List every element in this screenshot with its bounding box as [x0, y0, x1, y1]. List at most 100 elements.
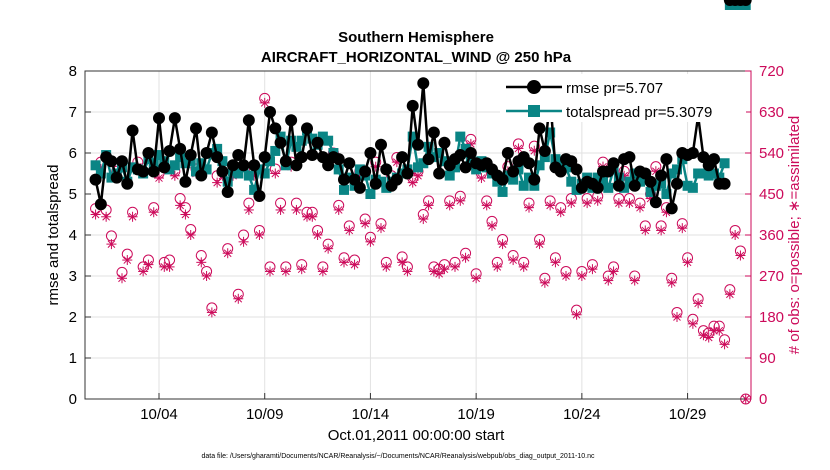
obs-assimilated-stroke — [678, 224, 687, 233]
totalspread-point — [592, 172, 603, 183]
rmse-point — [295, 151, 308, 164]
rmse-point — [459, 161, 472, 174]
obs-assimilated-marker — [307, 211, 318, 222]
obs-assimilated-stroke — [551, 258, 560, 267]
totalspread-point — [191, 166, 201, 177]
y-left-tick-label: 6 — [69, 145, 77, 162]
legend-spread-label: totalspread pr=5.3079 — [566, 104, 712, 121]
obs-assimilated-marker — [333, 204, 344, 215]
obs-assimilated-marker — [127, 211, 138, 222]
y-axis-left-title: rmse and totalspread — [45, 165, 62, 306]
rmse-point — [644, 175, 657, 188]
totalspread-point — [143, 154, 154, 165]
legend-box — [500, 74, 746, 122]
obs-assimilated-stroke — [366, 237, 375, 246]
rmse-point — [390, 173, 403, 186]
obs-assimilated-marker — [444, 200, 455, 211]
obs-assimilated-marker — [423, 200, 434, 211]
obs-assimilated-stroke — [593, 196, 602, 205]
obs-assimilated-stroke — [440, 265, 449, 274]
rmse-point — [501, 147, 514, 159]
obs-assimilated-marker — [418, 214, 429, 225]
obs-assimilated-marker — [143, 259, 154, 270]
rmse-point — [211, 151, 224, 164]
obs-assimilated-stroke — [223, 249, 232, 258]
obs-assimilated-stroke — [715, 326, 724, 335]
obs-assimilated-marker — [434, 268, 445, 279]
rmse-point — [655, 169, 668, 182]
rmse-point — [649, 196, 662, 209]
obs-assimilated-marker — [254, 230, 265, 240]
totalspread-point — [95, 168, 106, 179]
rmse-point — [237, 159, 250, 172]
obs-assimilated-marker — [201, 271, 212, 281]
obs-assimilated-marker — [640, 225, 651, 236]
totalspread-point — [460, 143, 471, 154]
rmse-point — [364, 147, 377, 159]
totalspread-point — [471, 164, 482, 175]
rmse-point — [174, 142, 187, 155]
obs-assimilated-marker — [582, 198, 593, 209]
obs-assimilated-stroke — [451, 263, 459, 271]
y-right-tick-label: 180 — [759, 309, 784, 326]
obs-assimilated-marker — [508, 255, 519, 266]
rmse-point — [274, 136, 287, 149]
totalspread-point — [259, 168, 270, 179]
rmse-point — [137, 165, 150, 178]
rmse-point — [507, 165, 520, 178]
obs-assimilated-marker — [148, 207, 159, 218]
obs-assimilated-marker — [555, 207, 566, 218]
rmse-series — [89, 0, 752, 215]
x-axis-title: Oct.01,2011 00:00:00 start — [328, 427, 505, 444]
obs-assimilated-stroke — [260, 99, 269, 107]
obs-assimilated-marker — [656, 225, 667, 236]
rmse-point — [184, 149, 197, 162]
obs-assimilated-stroke — [604, 276, 613, 285]
obs-assimilated-stroke — [350, 260, 359, 269]
totalspread-point — [455, 131, 466, 142]
rmse-point — [200, 147, 213, 159]
rmse-point — [253, 190, 266, 203]
obs-assimilated-stroke — [276, 206, 285, 214]
rmse-point — [221, 185, 234, 198]
obs-assimilated-stroke — [694, 299, 702, 308]
rmse-point — [496, 173, 509, 186]
obs-assimilated-stroke — [186, 231, 195, 239]
obs-assimilated-marker — [481, 200, 492, 211]
rmse-point — [708, 153, 720, 166]
obs-assimilated-marker — [317, 266, 328, 277]
totalspread-point — [175, 152, 186, 163]
obs-assimilated-marker — [534, 239, 545, 250]
obs-assimilated-marker — [545, 200, 556, 211]
obs-assimilated-stroke — [472, 274, 480, 283]
obs-assimilated-stroke — [345, 226, 354, 235]
obs-assimilated-marker — [624, 198, 635, 209]
obs-assimilated-stroke — [572, 310, 581, 319]
obs-assimilated-marker — [196, 257, 207, 268]
obs-assimilated-stroke — [578, 272, 586, 280]
rmse-point — [396, 151, 409, 164]
obs-assimilated-stroke — [139, 267, 147, 276]
rmse-point — [153, 112, 165, 125]
obs-assimilated-stroke — [408, 178, 417, 187]
obs-assimilated-marker — [460, 252, 471, 263]
totalspread-point — [196, 158, 207, 169]
obs-assimilated-stroke — [271, 169, 280, 178]
obs-assimilated-stroke — [313, 231, 322, 239]
obs-assimilated-marker — [719, 339, 730, 350]
rmse-point — [528, 173, 541, 186]
rmse-point — [195, 169, 208, 182]
totalspread-point — [566, 176, 577, 187]
obs-assimilated-stroke — [704, 333, 713, 342]
rmse-point — [242, 114, 255, 127]
obs-assimilated-marker — [413, 170, 423, 181]
rmse-point — [94, 198, 107, 211]
totalspread-point — [709, 168, 719, 179]
y-left-tick-label: 7 — [69, 104, 77, 121]
totalspread-point — [217, 156, 228, 167]
obs-assimilated-marker — [275, 204, 286, 215]
obs-assimilated-stroke — [208, 308, 216, 317]
totalspread-point — [687, 182, 698, 193]
obs-assimilated-marker — [539, 277, 550, 288]
totalspread-point — [296, 135, 307, 146]
